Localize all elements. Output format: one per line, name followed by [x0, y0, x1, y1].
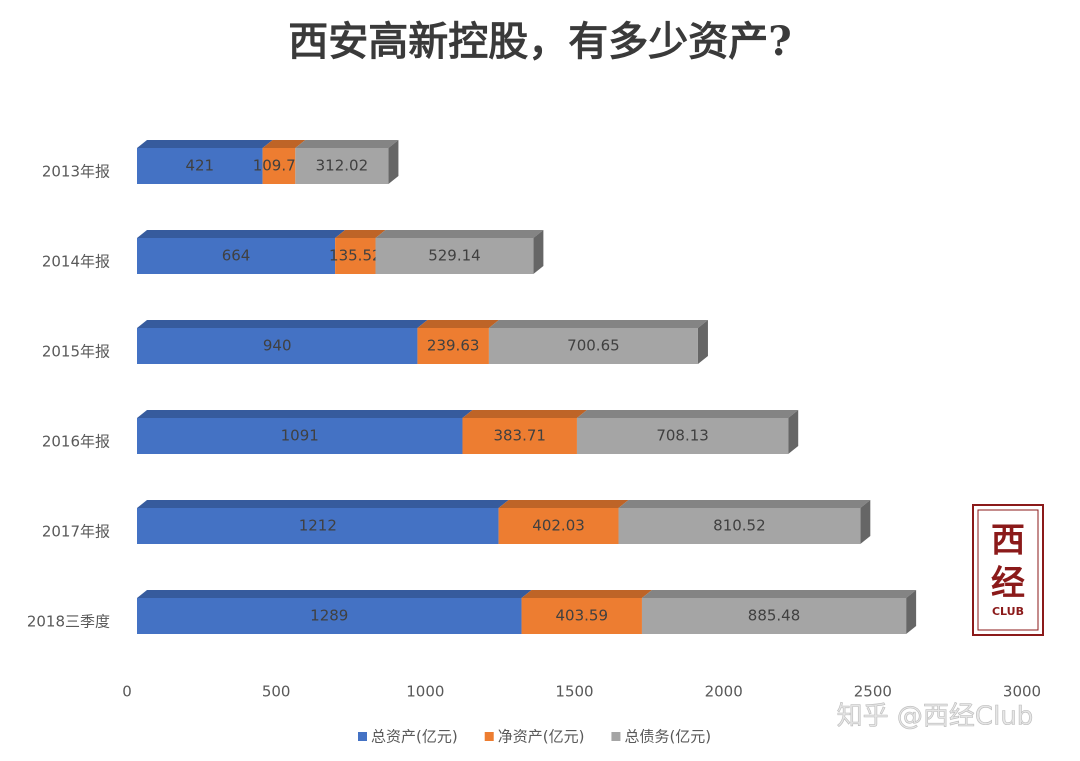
legend-swatch — [611, 732, 621, 741]
bar — [137, 598, 522, 634]
legend-label: 总债务(亿元) — [624, 728, 711, 746]
bar-top — [137, 320, 428, 328]
data-label: 383.71 — [493, 427, 546, 445]
data-label: 312.02 — [316, 157, 369, 175]
bar — [137, 418, 463, 454]
bar-top — [137, 500, 509, 508]
bar — [137, 238, 336, 274]
x-tick-label: 2500 — [854, 683, 892, 701]
bar-top — [262, 140, 306, 148]
y-tick-label: 2013年报 — [42, 163, 110, 181]
bar — [618, 508, 861, 544]
bar — [521, 598, 642, 634]
bar — [488, 328, 698, 364]
data-label: 109.75 — [253, 157, 306, 175]
bar — [137, 328, 418, 364]
bar-top — [488, 320, 708, 328]
logo-frame — [972, 504, 1044, 636]
bar-side — [697, 320, 708, 364]
legend-label: 净资产(亿元) — [498, 728, 585, 746]
y-tick-label: 2017年报 — [42, 523, 110, 541]
logo: 西 经 CLUB — [972, 504, 1044, 636]
data-label: 402.03 — [532, 517, 585, 535]
data-label: 135.52 — [329, 247, 382, 265]
legend-swatch — [358, 732, 367, 741]
x-tick-label: 2000 — [705, 683, 743, 701]
bar-top — [498, 500, 629, 508]
bar — [462, 418, 577, 454]
bar-side — [788, 410, 799, 454]
bar-top — [375, 230, 544, 238]
data-label: 1091 — [281, 427, 319, 445]
bar — [417, 328, 489, 364]
bar — [137, 148, 263, 184]
y-tick-label: 2014年报 — [42, 253, 110, 271]
x-tick-label: 1000 — [406, 683, 444, 701]
logo-inner — [977, 509, 1039, 631]
data-label: 1212 — [299, 517, 337, 535]
bar-top — [576, 410, 799, 418]
bar — [137, 508, 499, 544]
bar-top — [137, 140, 273, 148]
watermark: 知乎 @西经Club — [837, 702, 1034, 732]
bar-side — [860, 500, 871, 544]
legend-swatch — [484, 732, 494, 741]
logo-char: 经 — [991, 564, 1025, 604]
data-label: 529.14 — [428, 247, 481, 265]
data-label: 664 — [222, 247, 251, 265]
bar-top — [137, 410, 473, 418]
data-label: 708.13 — [656, 427, 709, 445]
x-tick-label: 0 — [122, 683, 132, 701]
data-label: 239.63 — [427, 337, 480, 355]
chart-title: 西安高新控股，有多少资产? — [288, 18, 791, 65]
y-tick-label: 2018三季度 — [27, 613, 110, 631]
bar-top — [462, 410, 587, 418]
legend-label: 总资产(亿元) — [371, 728, 458, 746]
bar — [335, 238, 376, 274]
bar — [498, 508, 619, 544]
y-tick-label: 2015年报 — [42, 343, 110, 361]
y-tick-label: 2016年报 — [42, 433, 110, 451]
bar-top — [521, 590, 652, 598]
bar — [641, 598, 907, 634]
x-tick-label: 3000 — [1003, 683, 1041, 701]
data-label: 421 — [185, 157, 214, 175]
bar-top — [417, 320, 499, 328]
bar — [576, 418, 789, 454]
data-label: 810.52 — [713, 517, 766, 535]
bar-side — [533, 230, 544, 274]
bar — [262, 148, 296, 184]
bar-side — [388, 140, 399, 184]
x-tick-label: 500 — [262, 683, 291, 701]
data-label: 403.59 — [556, 607, 609, 625]
bar-top — [295, 140, 399, 148]
bar — [295, 148, 389, 184]
bar-side — [906, 590, 917, 634]
data-label: 885.48 — [748, 607, 801, 625]
bar-top — [618, 500, 871, 508]
bar-top — [137, 590, 532, 598]
data-label: 940 — [263, 337, 292, 355]
bar-top — [641, 590, 917, 598]
x-tick-label: 1500 — [555, 683, 593, 701]
data-label: 1289 — [310, 607, 348, 625]
logo-text: CLUB — [992, 605, 1024, 618]
bar-top — [137, 230, 346, 238]
bar-top — [335, 230, 386, 238]
bar — [375, 238, 534, 274]
data-label: 700.65 — [567, 337, 620, 355]
logo-char: 西 — [991, 521, 1025, 561]
